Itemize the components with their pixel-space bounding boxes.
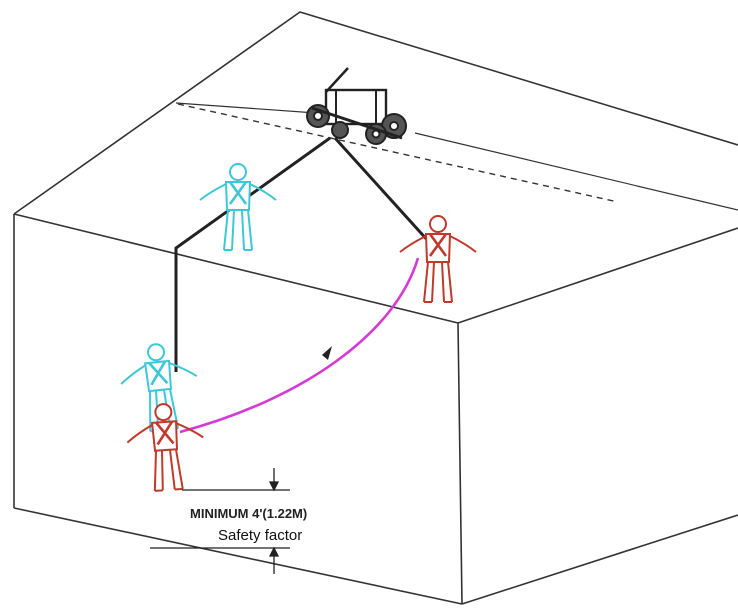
roof-right-edge [457,227,738,324]
minimum-clearance-label: MINIMUM 4'(1.22M) [190,506,307,521]
front-corner-edge [457,322,463,605]
roof-parapet-line-right [414,132,738,211]
swing-direction-arrow [322,346,332,360]
building-block [13,11,738,605]
clearance-dimension [150,468,290,574]
fall-arrest-harness-worker-icon [123,400,208,494]
worker-top-right [398,214,478,304]
fall-arrest-harness-worker-icon [198,162,278,252]
worker-top-left [198,162,278,252]
lifeline-right [333,136,432,245]
dimension-lower-arrowhead [268,546,280,557]
lifelines [174,136,432,372]
roof-trolley-anchor-icon [306,67,407,145]
roof-dashed-centerline [177,103,619,203]
safety-factor-label: Safety factor [218,527,302,544]
dimension-upper-arrowhead [268,481,280,492]
roof-front-edge [13,213,459,324]
worker-lower-fall [123,400,208,494]
swing-fall-path [179,257,420,434]
roof-outline [13,11,738,215]
roof-parapet-line [175,102,317,114]
lifeline-left [174,136,331,372]
bottom-right-edge [461,514,738,605]
fall-arrest-harness-worker-icon [398,214,478,304]
bottom-left-edge [13,507,463,605]
